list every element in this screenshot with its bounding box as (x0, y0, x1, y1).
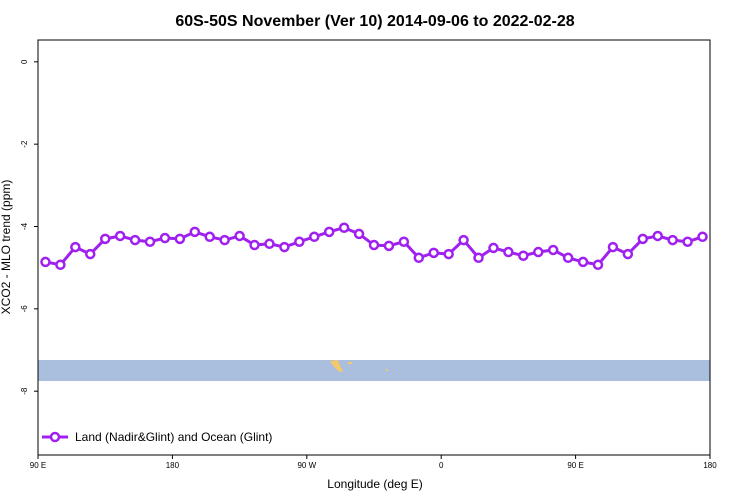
data-point (547, 244, 559, 256)
data-point (667, 234, 678, 246)
data-point (622, 248, 634, 260)
plot-frame (37, 39, 711, 456)
data-point (682, 236, 693, 247)
y-tick-label: 0 (20, 59, 29, 64)
data-point (114, 230, 126, 242)
data-point (607, 241, 619, 253)
x-tick-label: 90 E (567, 461, 583, 470)
data-point (204, 231, 215, 243)
data-point (85, 248, 96, 260)
y-axis-label: XCO2 - MLO trend (ppm) (0, 180, 13, 315)
y-tick-label: -2 (20, 140, 29, 148)
data-point (129, 234, 141, 246)
data-point (458, 234, 469, 246)
y-tick-label: -8 (20, 387, 29, 395)
data-point (234, 230, 245, 242)
data-point (413, 252, 425, 264)
map-land (348, 362, 352, 364)
y-tick-label: -6 (20, 305, 29, 313)
data-point (518, 250, 529, 261)
data-point (144, 236, 156, 247)
data-point (70, 241, 81, 253)
x-tick-label: 90 W (297, 461, 316, 470)
x-axis-label: Longitude (deg E) (327, 477, 422, 491)
x-tick-label: 0 (439, 461, 444, 470)
data-point (249, 239, 260, 251)
data-point (294, 236, 305, 247)
data-point (174, 233, 186, 245)
legend-label: Land (Nadir&Glint) and Ocean (Glint) (75, 430, 272, 444)
legend-marker (49, 431, 61, 443)
data-point (503, 246, 514, 258)
data-point (398, 236, 410, 247)
x-tick-label: 180 (166, 461, 180, 470)
y-tick-label: -4 (20, 222, 29, 230)
data-point (264, 238, 275, 250)
data-point (592, 259, 604, 271)
data-point (562, 252, 574, 264)
data-point (40, 256, 51, 268)
legend: Land (Nadir&Glint) and Ocean (Glint) (42, 430, 272, 444)
data-point (309, 231, 320, 243)
map-land (386, 369, 388, 371)
data-point (99, 233, 111, 245)
data-point (353, 228, 365, 240)
x-tick-label: 90 E (30, 461, 46, 470)
data-point (338, 222, 350, 233)
data-point (368, 239, 380, 251)
data-point (697, 231, 708, 243)
map-ocean (38, 360, 710, 381)
data-point (383, 240, 395, 252)
data-point (279, 241, 290, 253)
map-land (330, 360, 343, 372)
chart-title: 60S-50S November (Ver 10) 2014-09-06 to … (175, 13, 574, 30)
data-point (189, 226, 201, 238)
data-point (473, 252, 484, 264)
data-point (443, 248, 454, 260)
data-point (488, 242, 499, 254)
data-point (637, 233, 649, 245)
data-point (533, 246, 544, 258)
data-point (577, 256, 589, 268)
x-tick-label: 180 (703, 461, 717, 470)
data-point (159, 232, 171, 244)
data-point (652, 230, 663, 242)
data-point (55, 259, 66, 271)
data-point (428, 247, 439, 259)
data-point (323, 226, 335, 238)
data-point (219, 234, 230, 246)
